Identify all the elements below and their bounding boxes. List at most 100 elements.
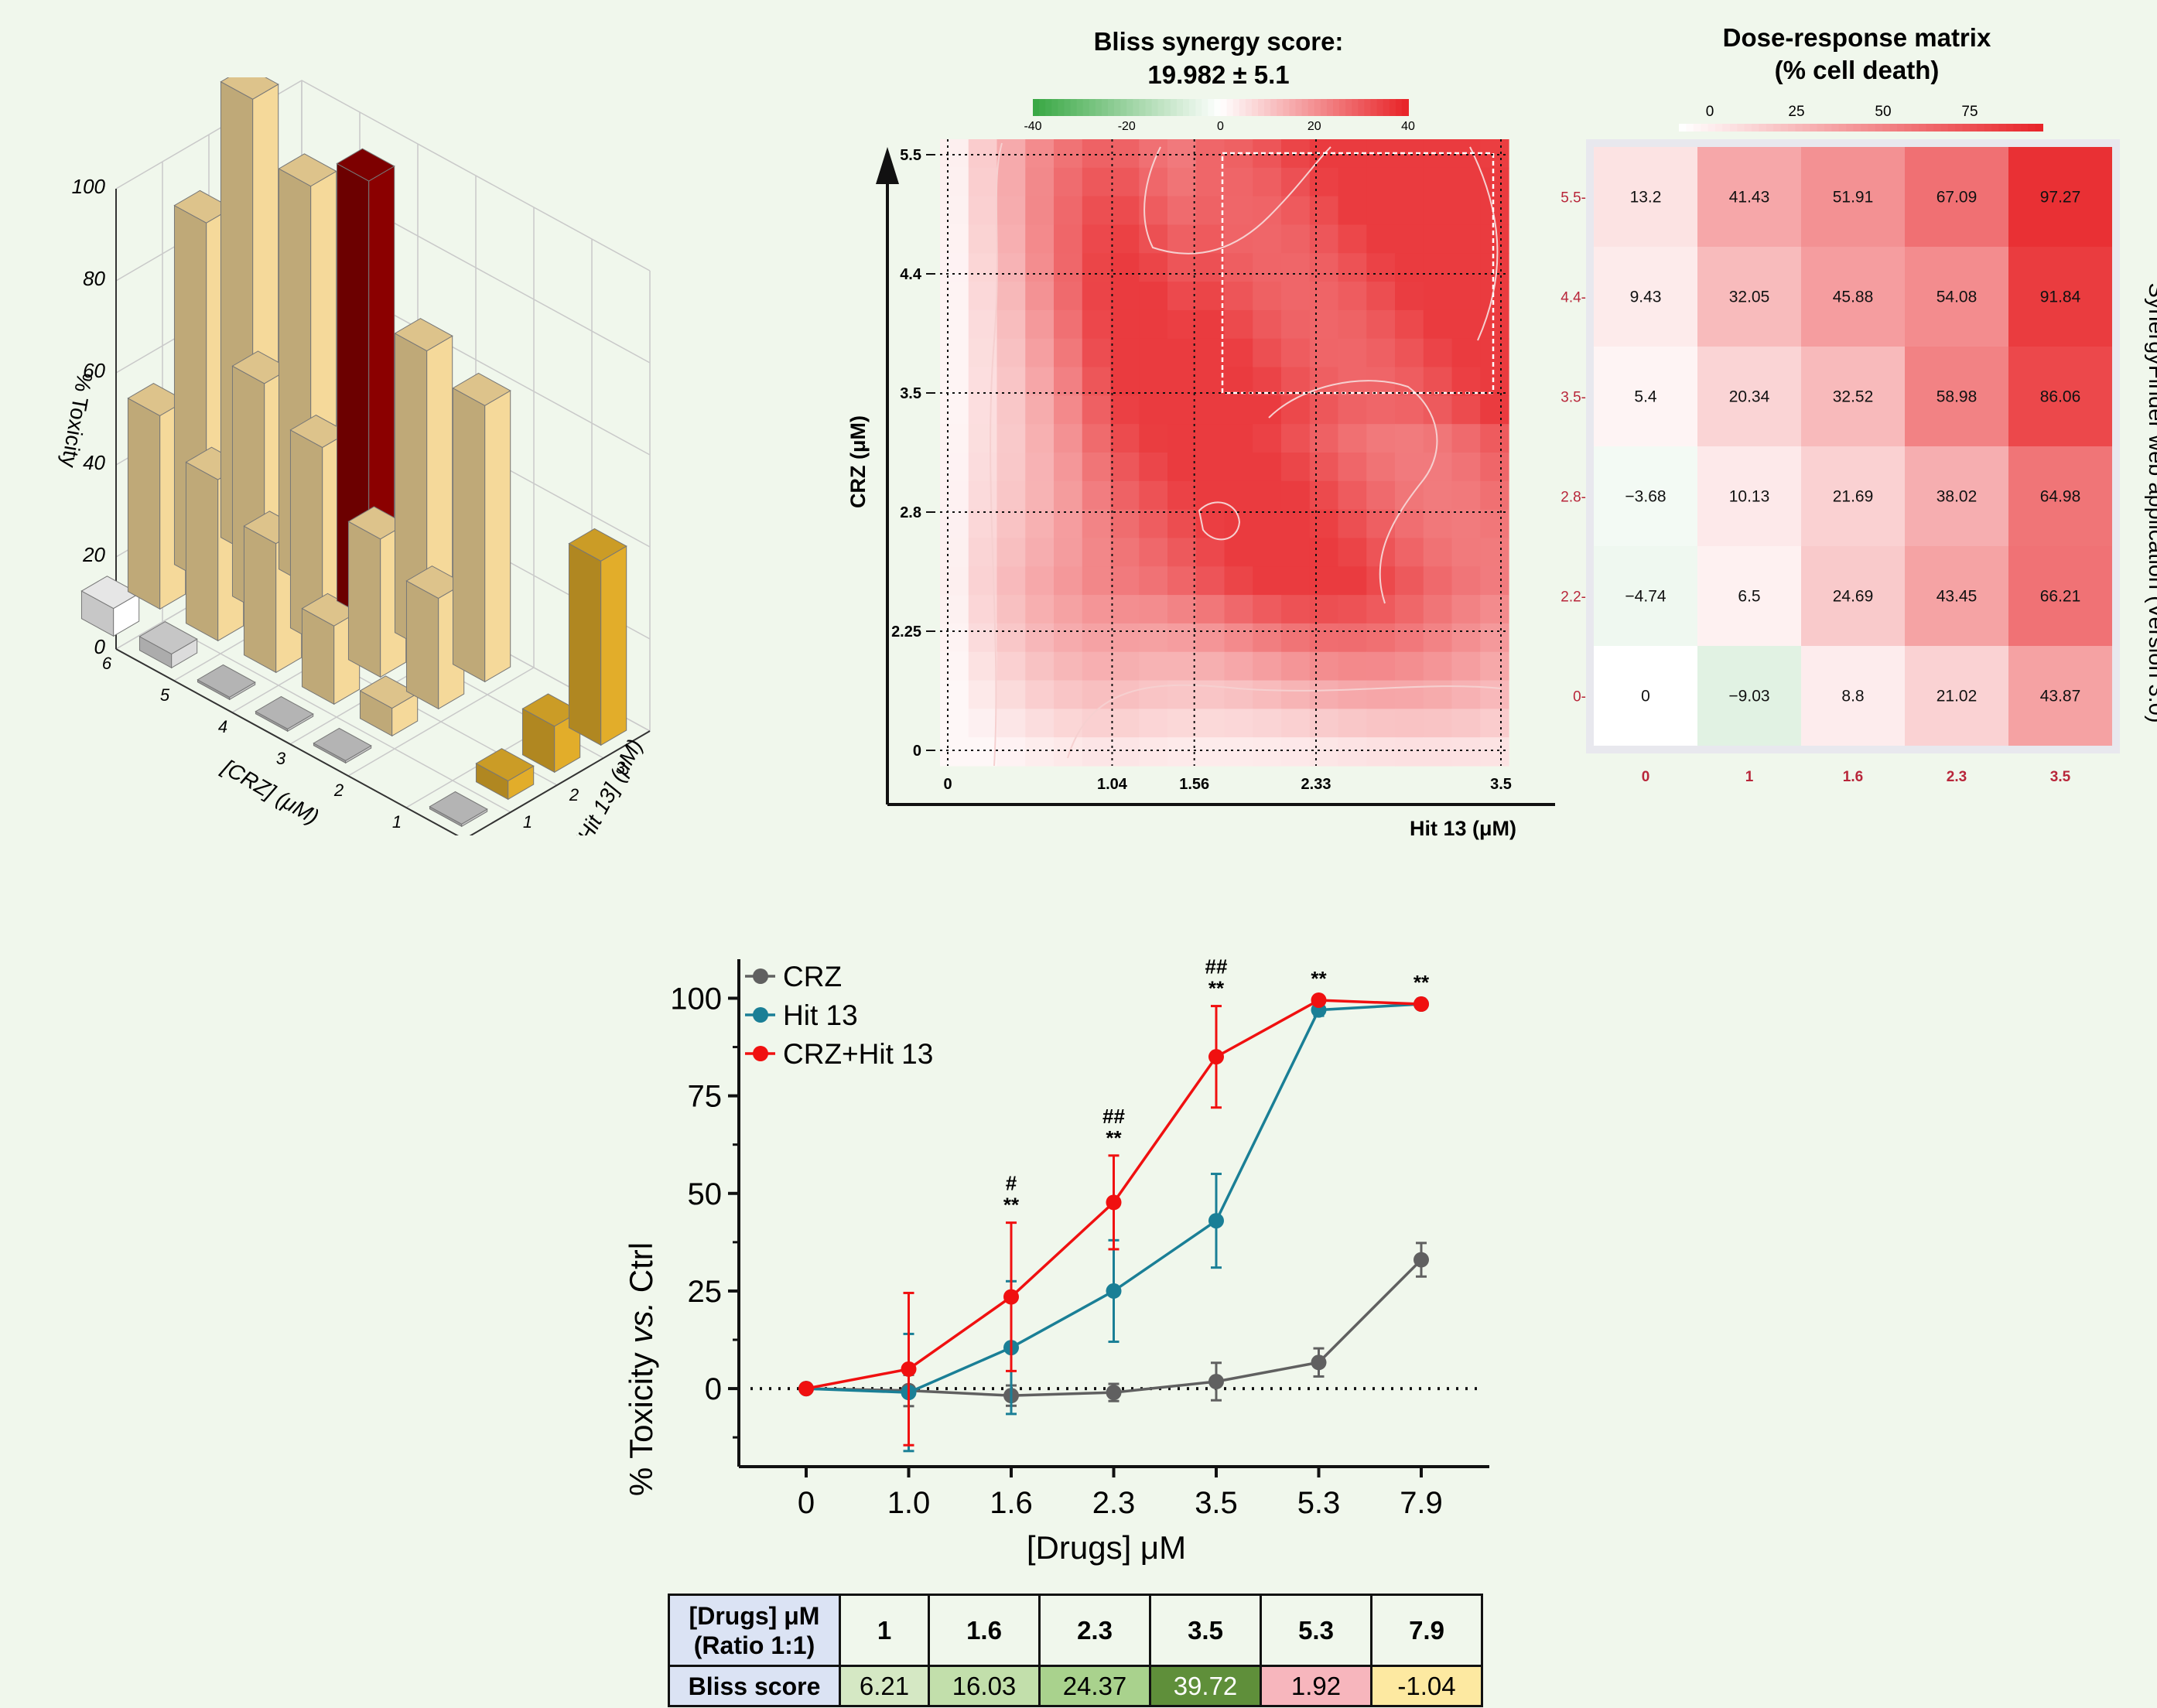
bliss-cell <box>1195 196 1225 226</box>
colorbar-segment <box>1139 99 1147 116</box>
dose-response-matrix: Dose-response matrix (% cell death) 0 25 5… <box>1560 23 2157 786</box>
bliss-cell <box>1025 680 1055 709</box>
bliss-cell <box>1451 424 1481 453</box>
bliss-cell <box>940 139 969 169</box>
colorbar-segment <box>1810 124 1818 132</box>
bliss-cell <box>1025 737 1055 767</box>
bar-top <box>313 727 372 761</box>
colorbar-segment <box>1904 124 1913 132</box>
bliss-cell <box>1224 538 1253 567</box>
bliss-cell <box>1167 651 1197 681</box>
colorbar-segment <box>1897 124 1906 132</box>
bliss-cell <box>996 395 1026 425</box>
bliss-cell <box>1338 338 1367 368</box>
matrix-cell <box>1905 247 2008 347</box>
data-point <box>1414 996 1429 1013</box>
bliss-cell <box>1338 538 1367 567</box>
bliss-cell <box>940 424 969 453</box>
bliss-cell <box>968 480 998 511</box>
bliss-cell <box>1025 651 1055 681</box>
bar-top <box>568 528 627 562</box>
bliss-cell <box>1082 282 1112 311</box>
bliss-score-table: [Drugs] μM (Ratio 1:1) 1 1.6 2.3 3.5 5.3… <box>668 1594 1483 1707</box>
bliss-cell <box>1281 737 1311 767</box>
contour-line <box>1143 146 1331 254</box>
bliss-cell <box>1253 338 1282 368</box>
bliss-cell <box>1366 737 1396 767</box>
matrix-cell <box>1697 546 1801 646</box>
bliss-cell <box>1054 196 1083 226</box>
bliss-cell <box>968 282 998 311</box>
data-point <box>1003 1289 1019 1305</box>
bliss-cell <box>996 595 1026 624</box>
bar-top <box>394 318 453 352</box>
bliss-cell <box>996 737 1026 767</box>
bliss-cell <box>996 538 1026 567</box>
colorbar-segment <box>1947 124 1957 132</box>
bliss-cell <box>1366 309 1396 340</box>
bliss-cell <box>1309 167 1339 197</box>
colorbar-segment <box>1686 124 1694 132</box>
matrix-cell <box>1801 247 1905 347</box>
bliss-cell <box>1366 509 1396 539</box>
row-label-cell: Bliss score <box>668 1665 841 1707</box>
bliss-cell <box>1224 367 1253 396</box>
colorbar-segment <box>1853 124 1861 132</box>
colorbar-segment <box>1039 99 1047 116</box>
bliss-cell <box>1338 680 1367 709</box>
colorbar-segment <box>1320 99 1328 116</box>
bliss-cell <box>1309 509 1339 539</box>
bliss-cell <box>1366 480 1396 511</box>
colorbar-tick-label: 50 <box>1875 104 1891 120</box>
bliss-cell <box>940 224 969 254</box>
bliss-cell <box>1281 480 1311 511</box>
bliss-cell <box>1167 338 1197 368</box>
bliss-cell <box>1082 623 1112 653</box>
bliss-cell <box>1423 623 1453 653</box>
colorbar-segment <box>1126 99 1134 116</box>
bliss-cell <box>1366 709 1396 738</box>
bliss-cell <box>1025 167 1055 197</box>
matrix-cell-value: 45.88 <box>1833 289 1874 306</box>
colorbar-segment <box>1376 99 1384 116</box>
bliss-cell <box>1082 196 1112 226</box>
bliss-cell <box>1082 709 1112 738</box>
bliss-cell <box>1480 737 1509 767</box>
bliss-cell <box>1224 395 1253 425</box>
bliss-cell <box>1025 338 1055 368</box>
bliss-cell <box>1338 253 1367 282</box>
bliss-cell <box>1110 395 1140 425</box>
bliss-cell <box>1054 139 1083 169</box>
bliss-cell <box>1395 595 1424 624</box>
colorbar-segment <box>1064 99 1072 116</box>
bar-3d <box>255 695 314 733</box>
colorbar-segment <box>1095 99 1102 116</box>
bliss-cell <box>1338 709 1367 738</box>
bliss-cell <box>1054 509 1083 539</box>
bliss-cell <box>1366 595 1396 624</box>
line-legend: CRZ Hit 13 CRZ+Hit 13 <box>745 961 933 1070</box>
bliss-cell <box>1395 538 1424 567</box>
colorbar-tick-label: -20 <box>1118 120 1136 133</box>
conc-cell: 3.5 <box>1149 1594 1262 1667</box>
dose-labels: 5.5- 4.4- 3.5- 2.8- 2.2- 0- 0 1 1.6 2.3 3.5 <box>1560 190 2070 786</box>
colorbar-segment <box>1933 124 1942 132</box>
colorbar-segment <box>1089 99 1096 116</box>
bliss-cell <box>1110 338 1140 368</box>
bliss-cell <box>940 566 969 596</box>
line-series: **#**##**##** ** <box>798 955 1430 1453</box>
bliss-cell <box>1195 453 1225 482</box>
bliss-cell <box>1395 253 1424 282</box>
bliss-cell <box>1110 509 1140 539</box>
bliss-cell <box>1224 566 1253 596</box>
bliss-cell <box>1253 253 1282 282</box>
bar-3d <box>452 372 511 683</box>
bliss-cell <box>996 623 1026 653</box>
bliss-cell <box>1281 538 1311 567</box>
bliss-cell <box>1309 196 1339 226</box>
bliss-cell <box>968 737 998 767</box>
bliss-cell <box>1451 737 1481 767</box>
matrix-cell-value: 54.08 <box>1937 289 1978 306</box>
bliss-cell <box>940 167 969 197</box>
bliss-cell <box>1281 167 1311 197</box>
